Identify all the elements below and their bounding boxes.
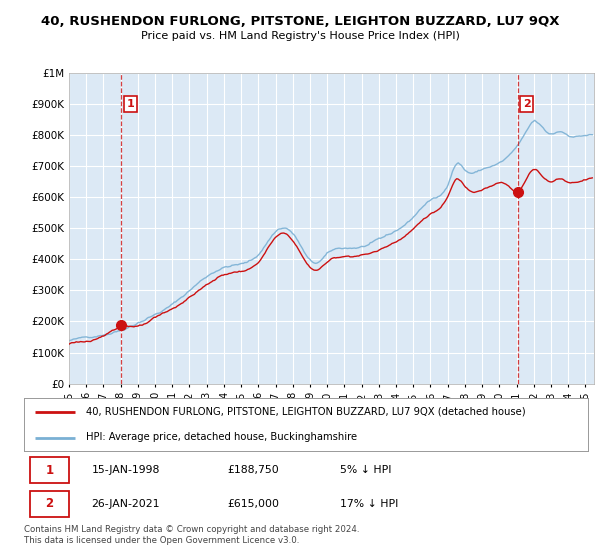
Text: 2: 2 [46,497,53,510]
Text: 17% ↓ HPI: 17% ↓ HPI [340,498,398,508]
Text: 40, RUSHENDON FURLONG, PITSTONE, LEIGHTON BUZZARD, LU7 9QX: 40, RUSHENDON FURLONG, PITSTONE, LEIGHTO… [41,15,559,27]
Bar [29,457,69,483]
Text: £188,750: £188,750 [227,465,279,475]
Text: 40, RUSHENDON FURLONG, PITSTONE, LEIGHTON BUZZARD, LU7 9QX (detached house): 40, RUSHENDON FURLONG, PITSTONE, LEIGHTO… [86,407,526,417]
Text: 1: 1 [127,99,134,109]
Text: 2: 2 [523,99,530,109]
Text: 26-JAN-2021: 26-JAN-2021 [92,498,160,508]
Text: HPI: Average price, detached house, Buckinghamshire: HPI: Average price, detached house, Buck… [86,432,357,442]
Text: Price paid vs. HM Land Registry's House Price Index (HPI): Price paid vs. HM Land Registry's House … [140,31,460,41]
Text: 1: 1 [46,464,53,477]
Text: 15-JAN-1998: 15-JAN-1998 [92,465,160,475]
Bar [29,491,69,516]
Text: £615,000: £615,000 [227,498,279,508]
Text: Contains HM Land Registry data © Crown copyright and database right 2024.
This d: Contains HM Land Registry data © Crown c… [24,525,359,545]
Text: 5% ↓ HPI: 5% ↓ HPI [340,465,391,475]
